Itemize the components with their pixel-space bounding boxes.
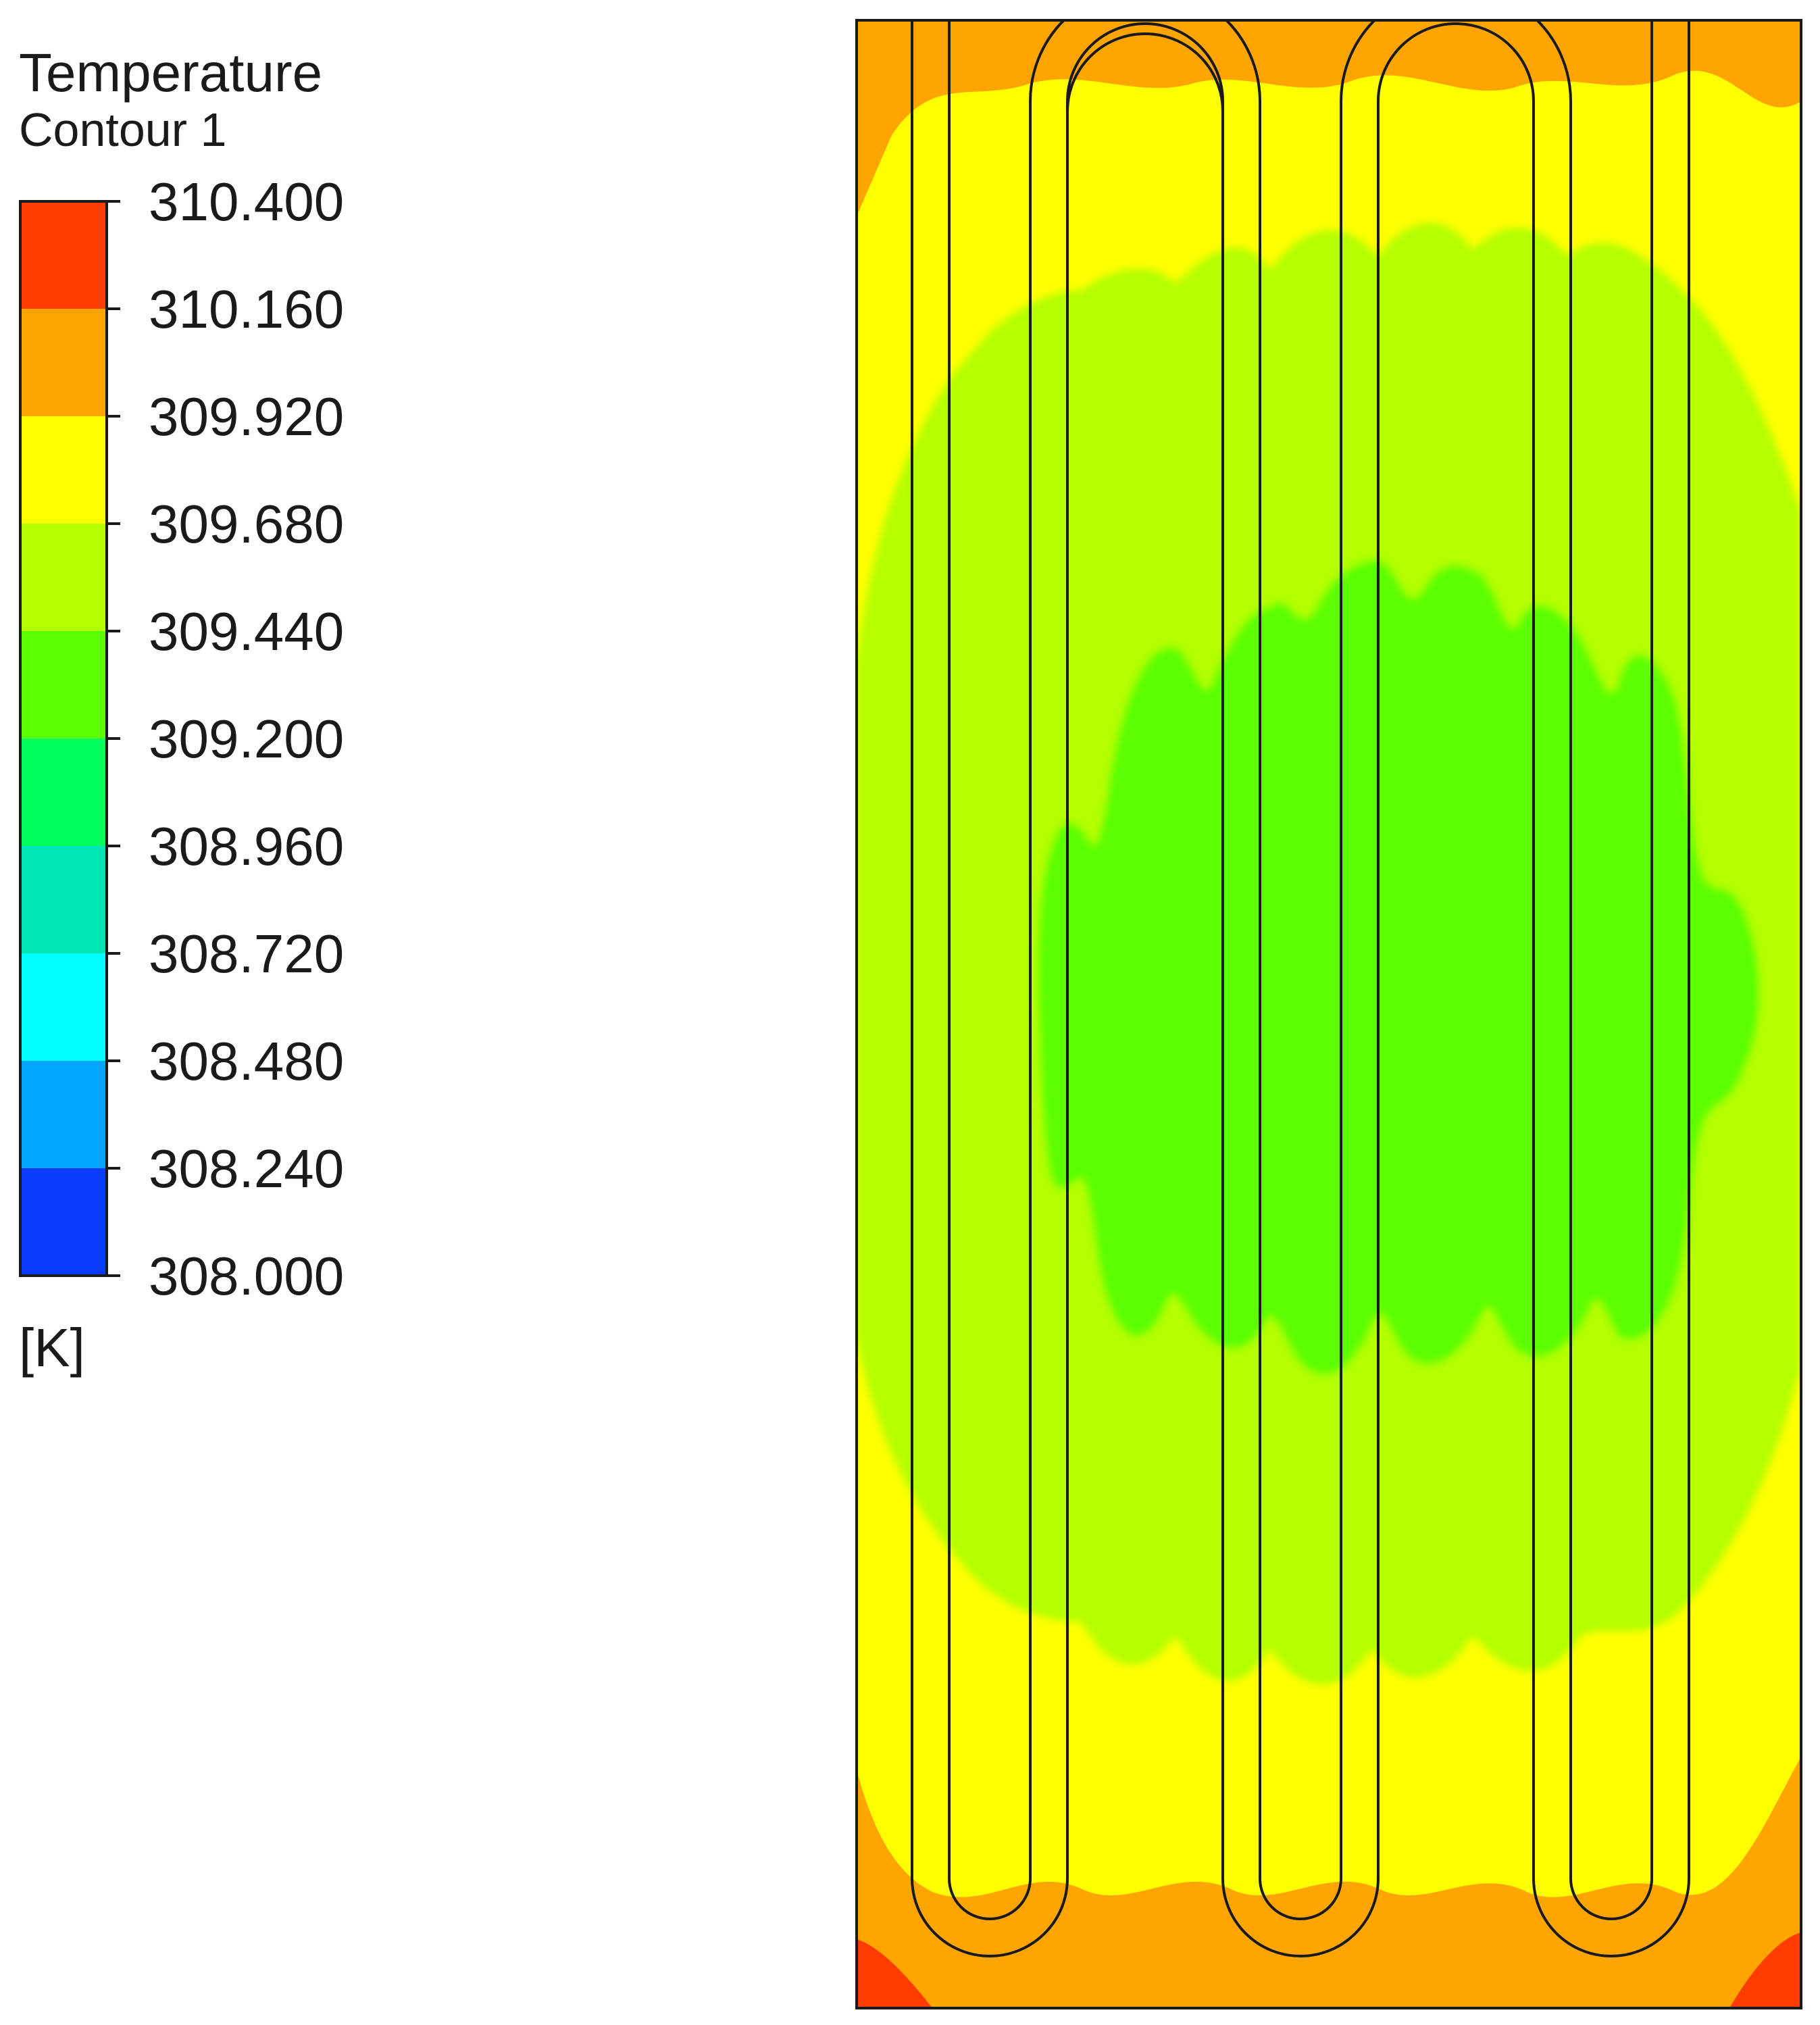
legend-band-7 bbox=[20, 953, 107, 1061]
contour-band-red-bottom-right bbox=[1729, 1932, 1801, 2008]
legend-band-3 bbox=[20, 524, 107, 632]
legend-tick-label: 310.160 bbox=[149, 279, 344, 339]
legend-band-1 bbox=[20, 309, 107, 417]
legend-band-8 bbox=[20, 1061, 107, 1169]
channel-inner-wall bbox=[948, 20, 1653, 1920]
legend-unit-label: [K] bbox=[19, 1318, 85, 1378]
legend-band-5 bbox=[20, 739, 107, 847]
legend-band-6 bbox=[20, 846, 107, 954]
legend-tick-label: 308.240 bbox=[149, 1139, 344, 1199]
legend-tick-label: 308.480 bbox=[149, 1031, 344, 1091]
channel-outer-wall bbox=[911, 20, 1690, 1957]
legend-tick-label: 308.000 bbox=[149, 1246, 344, 1306]
color-legend: 310.400 310.160 309.920 309.680 309.440 309.2… bbox=[19, 172, 344, 1306]
contour-band-5aff00 bbox=[1039, 561, 1759, 1374]
legend-subtitle: Contour 1 bbox=[19, 103, 227, 156]
legend-band-0 bbox=[20, 201, 107, 309]
legend-band-2 bbox=[20, 416, 107, 524]
legend-tick-label: 310.400 bbox=[149, 172, 344, 232]
legend-tick-label: 309.440 bbox=[149, 601, 344, 661]
legend-tick-label: 309.680 bbox=[149, 494, 344, 554]
legend-tick-label: 309.200 bbox=[149, 709, 344, 769]
legend-tick-label: 308.960 bbox=[149, 816, 344, 876]
legend-title: Temperature bbox=[19, 43, 323, 103]
plate-frame bbox=[855, 19, 1802, 2009]
contour-band-bottom-orange bbox=[857, 1757, 1801, 2008]
channel-top-inner-1 bbox=[1066, 32, 1224, 1878]
contour-band-red-bottom-left bbox=[857, 1939, 932, 2008]
legend-band-4 bbox=[20, 631, 107, 739]
legend-band-9 bbox=[20, 1168, 107, 1276]
legend-tick-label: 308.720 bbox=[149, 924, 344, 984]
serpentine-channel bbox=[911, 20, 1690, 1957]
legend-tick-label: 309.920 bbox=[149, 386, 344, 447]
